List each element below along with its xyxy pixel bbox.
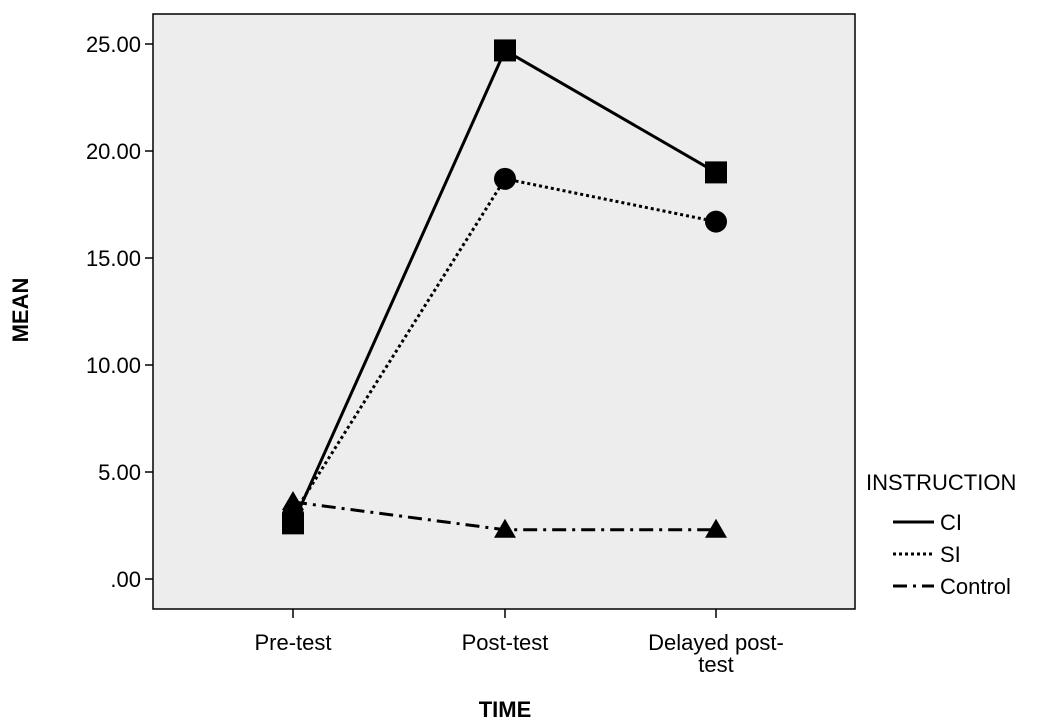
x-tick-label: test	[698, 652, 733, 677]
point-control-2	[705, 518, 727, 538]
y-tick-label: 5.00	[98, 460, 141, 485]
x-axis: Pre-test Post-test Delayed post-test	[254, 609, 784, 677]
point-si-1	[494, 167, 516, 190]
point-ci-1	[494, 39, 516, 62]
plot-area	[152, 13, 856, 610]
legend-label-ci: CI	[940, 510, 962, 535]
point-si-2	[705, 210, 727, 233]
legend-title: INSTRUCTION	[866, 470, 1016, 495]
point-control-0	[282, 490, 304, 510]
point-control-1	[494, 518, 516, 538]
x-axis-title: TIME	[479, 697, 532, 720]
y-axis-title: MEAN	[8, 278, 33, 343]
y-axis: .00 5.00 10.00 15.00 20.00 25.00	[86, 32, 153, 592]
y-tick-label: .00	[110, 567, 141, 592]
x-tick-label: Pre-test	[254, 630, 331, 655]
y-tick-label: 20.00	[86, 139, 141, 164]
x-tick-label: Post-test	[462, 630, 549, 655]
point-ci-2	[705, 161, 727, 184]
legend-label-control: Control	[940, 574, 1011, 599]
legend: INSTRUCTION CI SI Control	[866, 470, 1016, 599]
y-tick-label: 10.00	[86, 353, 141, 378]
y-tick-label: 15.00	[86, 246, 141, 271]
series-markers	[282, 39, 727, 538]
x-tick-label: Delayed post-	[648, 630, 784, 655]
y-tick-label: 25.00	[86, 32, 141, 57]
legend-label-si: SI	[940, 542, 961, 567]
